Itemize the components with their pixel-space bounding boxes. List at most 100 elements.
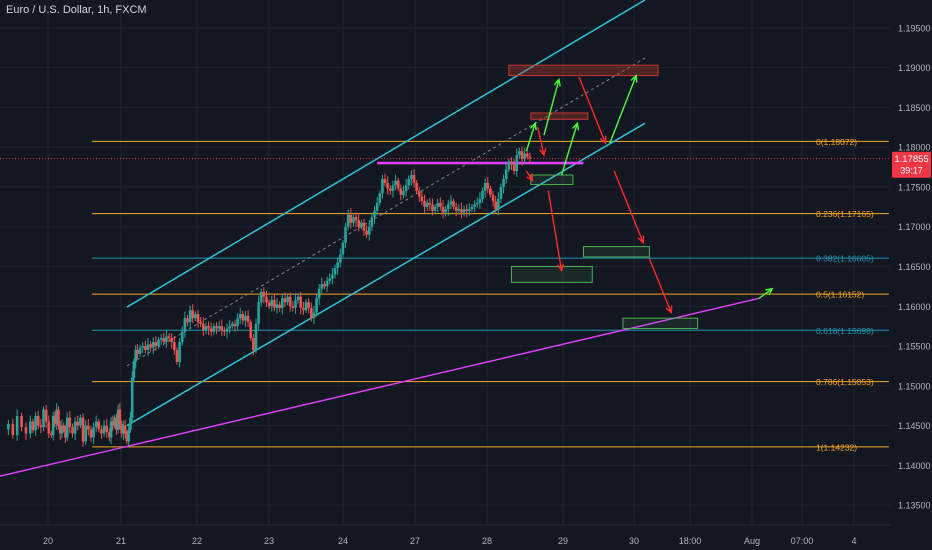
candle-body bbox=[55, 409, 58, 424]
candle bbox=[291, 300, 295, 312]
candle bbox=[236, 312, 239, 330]
arrow-shaft bbox=[578, 76, 607, 144]
candle bbox=[132, 358, 136, 382]
candle-body bbox=[504, 169, 508, 179]
arrow-shaft bbox=[560, 123, 579, 176]
candle-body bbox=[407, 178, 411, 186]
arrow-shaft bbox=[758, 288, 773, 299]
candle bbox=[389, 185, 392, 195]
candle-body bbox=[512, 164, 516, 172]
candle-body bbox=[34, 416, 37, 431]
price-tick-label: 1.18000 bbox=[898, 143, 931, 153]
arrow-up bbox=[609, 74, 638, 144]
candle-body bbox=[375, 202, 379, 211]
candle-body bbox=[331, 274, 334, 279]
candle-body bbox=[439, 202, 442, 207]
candle-body bbox=[452, 201, 455, 207]
candle bbox=[494, 195, 497, 213]
candle-body bbox=[186, 318, 189, 323]
candle-body bbox=[510, 161, 513, 165]
time-tick-label: 07:00 bbox=[791, 536, 814, 546]
candle-body bbox=[394, 180, 397, 186]
candle bbox=[115, 413, 118, 435]
candle-body bbox=[196, 314, 200, 323]
candle bbox=[36, 410, 40, 429]
candle-body bbox=[151, 342, 155, 348]
candle bbox=[220, 319, 224, 337]
candle-body bbox=[154, 342, 158, 347]
candle-body bbox=[60, 425, 64, 434]
candle bbox=[246, 309, 250, 327]
candle-body bbox=[111, 421, 115, 426]
arrow-up bbox=[543, 77, 561, 136]
candle-body bbox=[127, 429, 130, 442]
candle-body bbox=[84, 425, 87, 442]
candle-body bbox=[291, 306, 295, 308]
candle-body bbox=[281, 298, 284, 308]
candle bbox=[286, 293, 289, 306]
candle bbox=[481, 187, 484, 203]
candle bbox=[123, 419, 127, 439]
candle bbox=[215, 322, 218, 334]
candle-body bbox=[39, 425, 43, 428]
candle-body bbox=[528, 156, 532, 159]
time-tick-label: 30 bbox=[629, 536, 639, 546]
candle-body bbox=[465, 209, 469, 211]
candle-body bbox=[399, 188, 403, 195]
candle bbox=[202, 317, 205, 337]
candle-body bbox=[24, 427, 28, 434]
candle bbox=[159, 334, 163, 345]
price-axis-bg bbox=[890, 0, 932, 550]
candle bbox=[207, 321, 210, 336]
candle-body bbox=[494, 201, 497, 210]
candle bbox=[338, 248, 342, 268]
candle bbox=[146, 337, 150, 356]
candle bbox=[349, 208, 353, 229]
candle bbox=[64, 425, 67, 443]
candle bbox=[294, 293, 297, 314]
candle bbox=[209, 322, 213, 337]
candle bbox=[47, 415, 51, 439]
candle bbox=[452, 198, 455, 210]
candle bbox=[127, 425, 130, 447]
candle bbox=[62, 422, 66, 433]
candle-body bbox=[116, 409, 120, 430]
candle bbox=[473, 200, 476, 213]
candle-body bbox=[346, 214, 350, 227]
candle-body bbox=[132, 361, 136, 378]
candle-body bbox=[433, 206, 437, 211]
candle-body bbox=[207, 326, 210, 329]
candle bbox=[225, 323, 229, 339]
candle bbox=[68, 411, 72, 434]
candle bbox=[86, 418, 90, 436]
candle-body bbox=[194, 314, 197, 319]
candle-body bbox=[228, 326, 231, 329]
time-tick-label: 18:00 bbox=[679, 536, 702, 546]
candle bbox=[336, 257, 339, 275]
candle bbox=[386, 176, 389, 195]
candle-body bbox=[92, 427, 95, 438]
candle-body bbox=[341, 242, 345, 255]
candle bbox=[475, 197, 479, 208]
candle-body bbox=[473, 204, 476, 207]
candle bbox=[65, 412, 69, 441]
candle-body bbox=[446, 204, 450, 210]
candle bbox=[20, 412, 23, 432]
candle bbox=[465, 204, 469, 218]
candle bbox=[412, 169, 416, 188]
candle-body bbox=[81, 417, 85, 442]
candle-body bbox=[209, 328, 213, 332]
candle-body bbox=[278, 304, 281, 308]
chart-grid bbox=[0, 0, 890, 525]
candle bbox=[53, 410, 57, 428]
channel-lower-line bbox=[126, 122, 646, 427]
candle-body bbox=[436, 202, 440, 207]
candle-body bbox=[233, 323, 237, 327]
candle bbox=[391, 180, 395, 198]
candle-body bbox=[478, 198, 482, 203]
candle bbox=[44, 404, 48, 429]
candle bbox=[108, 428, 111, 442]
arrow-up bbox=[758, 287, 774, 299]
candle bbox=[525, 150, 529, 160]
